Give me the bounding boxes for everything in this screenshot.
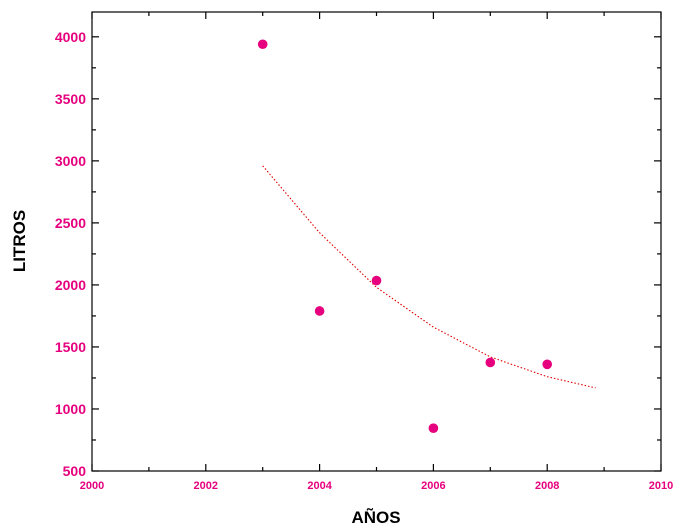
x-axis-title: AÑOS bbox=[351, 507, 400, 527]
y-tick-label: 500 bbox=[63, 463, 87, 479]
y-tick-label: 2000 bbox=[55, 277, 86, 293]
x-tick-label: 2010 bbox=[649, 480, 673, 492]
y-axis-title: LITROS bbox=[10, 210, 29, 272]
y-tick-label: 1000 bbox=[55, 401, 86, 417]
x-tick-label: 2006 bbox=[421, 480, 445, 492]
data-point bbox=[428, 423, 439, 434]
y-tick-label: 3500 bbox=[55, 91, 86, 107]
x-tick-label: 2000 bbox=[80, 480, 104, 492]
y-tick-label: 1500 bbox=[55, 339, 86, 355]
data-point bbox=[257, 39, 268, 50]
plot-frame bbox=[91, 11, 662, 472]
y-tick-label: 3000 bbox=[55, 153, 86, 169]
data-points bbox=[257, 39, 552, 434]
tick-labels: 2000 2002 2004 2006 2008 2010 500 1000 1500 2000 2… bbox=[55, 29, 673, 492]
data-point bbox=[485, 357, 496, 368]
y-tick-label: 4000 bbox=[55, 29, 86, 45]
x-tick-label: 2008 bbox=[535, 480, 559, 492]
trend-line bbox=[262, 165, 596, 389]
trend-line-layer bbox=[262, 165, 596, 389]
data-point bbox=[371, 275, 382, 286]
ticks bbox=[91, 12, 662, 472]
x-tick-label: 2004 bbox=[307, 480, 332, 492]
y-tick-label: 2500 bbox=[55, 215, 86, 231]
x-tick-label: 2002 bbox=[194, 480, 218, 492]
data-point bbox=[314, 306, 325, 316]
data-point bbox=[542, 359, 552, 370]
